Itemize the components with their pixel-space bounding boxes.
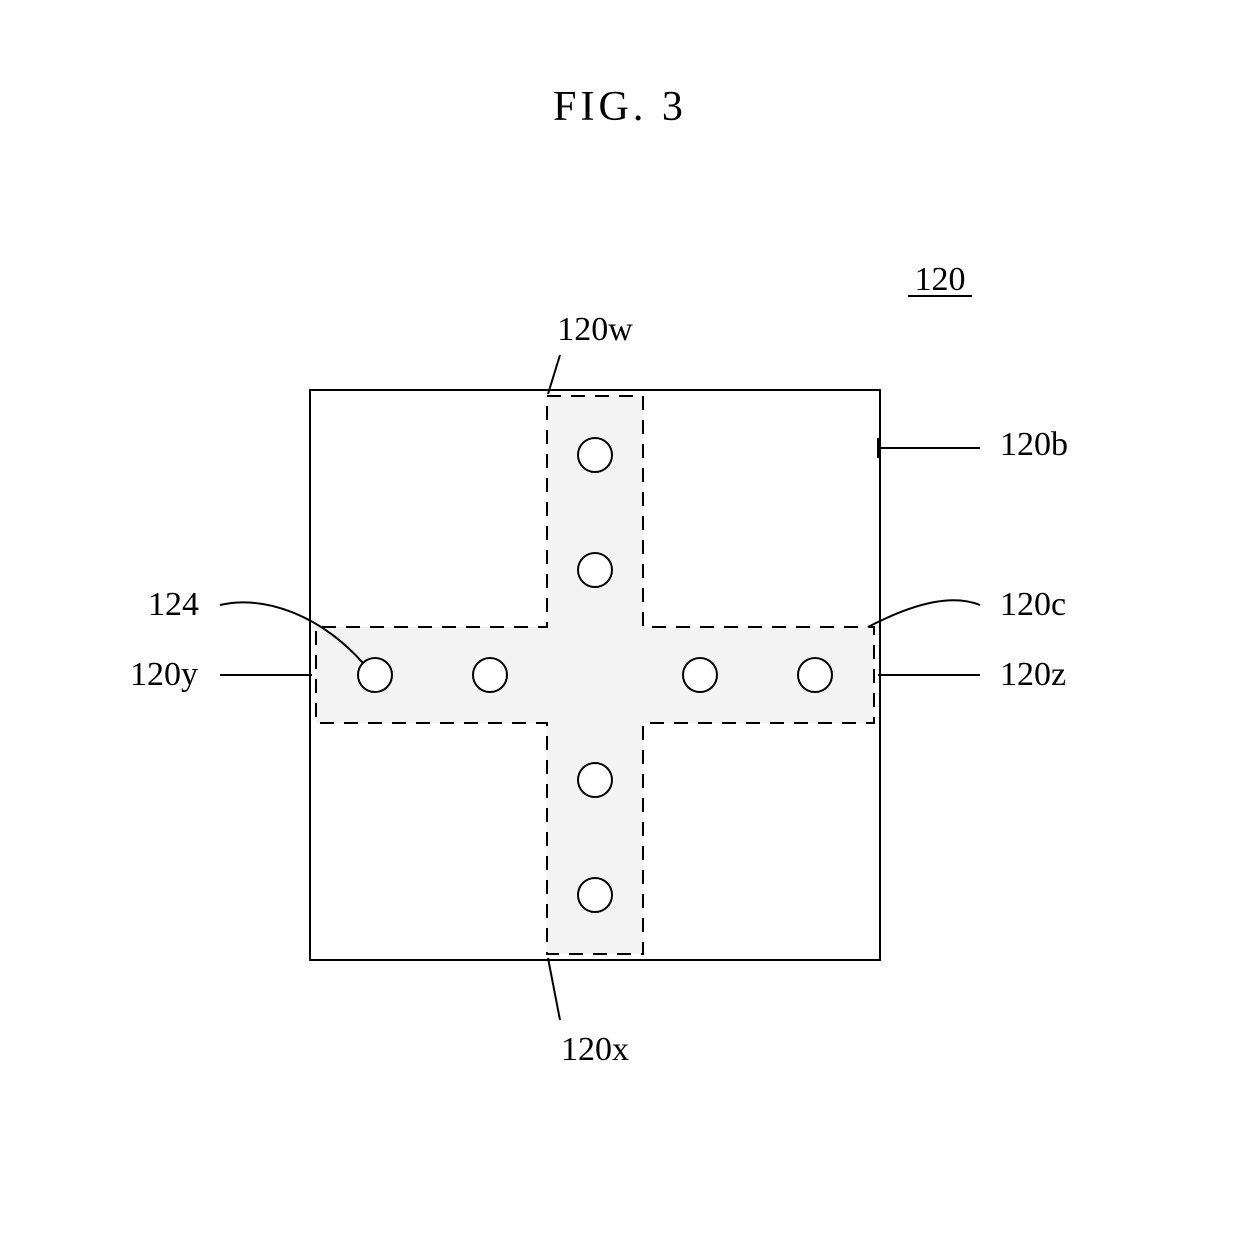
cross-horizontal-fill xyxy=(316,627,874,723)
hole-circle xyxy=(578,878,612,912)
callout-label-120b: 120b xyxy=(1000,426,1068,463)
figure-svg: FIG. 3 120 120w 120x 120b 120c 120z 120y 124 xyxy=(0,0,1240,1259)
callout-label-120c: 120c xyxy=(1000,586,1066,623)
hole-circle xyxy=(473,658,507,692)
hole-circle xyxy=(798,658,832,692)
callout-label-120y: 120y xyxy=(130,656,198,693)
callout-label-120w: 120w xyxy=(557,311,633,348)
callout-label-124: 124 xyxy=(148,586,199,623)
hole-circle xyxy=(683,658,717,692)
callout-label-120z: 120z xyxy=(1000,656,1066,693)
leader-line xyxy=(548,355,560,394)
hole-circle xyxy=(578,553,612,587)
hole-circle xyxy=(358,658,392,692)
ref-main-label: 120 xyxy=(915,261,966,298)
callout-label-120x: 120x xyxy=(561,1031,629,1068)
hole-circle xyxy=(578,763,612,797)
figure-title: FIG. 3 xyxy=(553,84,687,130)
leader-curve xyxy=(868,600,980,627)
hole-circle xyxy=(578,438,612,472)
leader-line xyxy=(548,958,560,1020)
